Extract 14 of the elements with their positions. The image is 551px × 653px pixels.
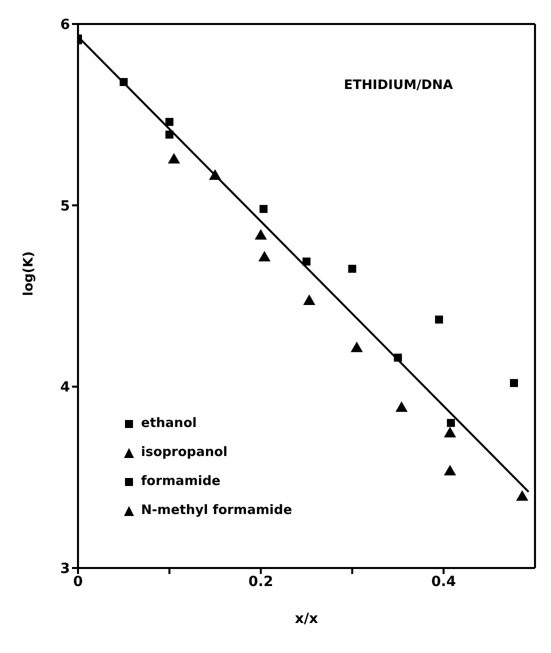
y-tick-label: 3 — [60, 560, 70, 577]
legend-label: formamide — [141, 474, 220, 489]
y-tick-label: 6 — [60, 16, 70, 33]
legend-label: N-methyl formamide — [141, 503, 292, 518]
y-axis-title: log(K) — [22, 251, 37, 296]
annotation: ETHIDIUM/DNA — [344, 78, 453, 93]
x-tick-label: 0.4 — [431, 574, 456, 590]
y-tick-label: 4 — [60, 380, 70, 396]
x-tick-label: 0 — [73, 574, 84, 590]
legend-label: ethanol — [141, 416, 197, 431]
x-tick-label: 0.2 — [248, 574, 274, 590]
legend-label: isopropanol — [141, 445, 228, 460]
x-axis-title: x/x — [294, 611, 318, 627]
y-tick-label: 5 — [60, 198, 70, 214]
